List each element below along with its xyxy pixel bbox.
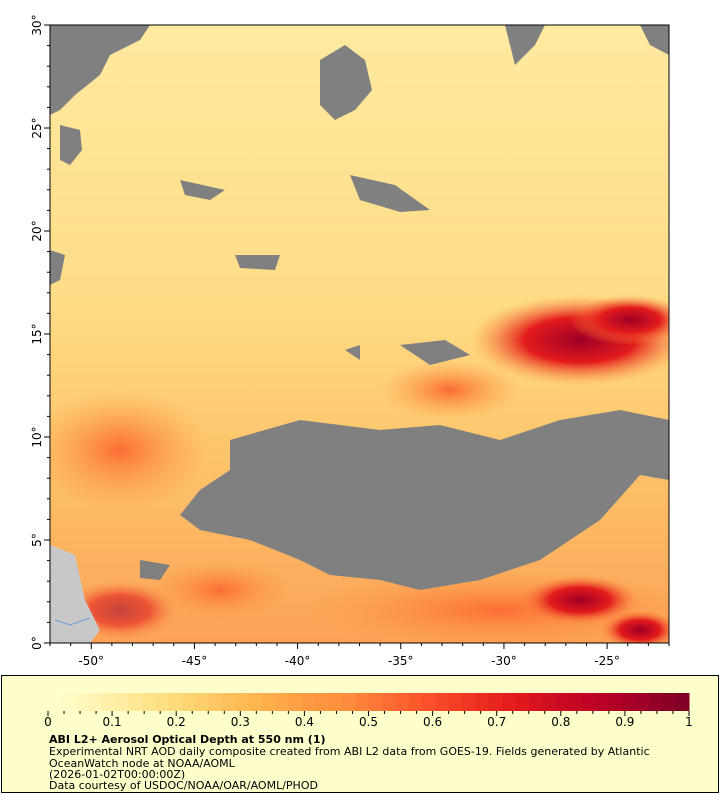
colorbar-swatch bbox=[475, 693, 490, 711]
legend-credit: Data courtesy of USDOC/NOAA/OAR/AOML/PHO… bbox=[49, 779, 318, 792]
colorbar-swatch bbox=[502, 693, 516, 711]
colorbar-tick-label: 0.6 bbox=[423, 715, 442, 729]
colorbar-tick-label: 0.2 bbox=[167, 715, 186, 729]
lat-tick-label: 30° bbox=[30, 14, 44, 35]
colorbar-swatch bbox=[515, 693, 530, 711]
colorbar-swatch bbox=[635, 693, 650, 711]
colorbar-swatch bbox=[381, 693, 396, 711]
colorbar-swatch bbox=[194, 693, 209, 711]
colorbar-swatch bbox=[101, 693, 116, 711]
colorbar-swatch bbox=[328, 693, 343, 711]
aod-map: -50° -45° -40° -35° -30° -25° 0° 5° 10° 15° 20° 25°… bbox=[30, 14, 670, 668]
colorbar-swatch bbox=[74, 693, 89, 711]
legend-title: ABI L2+ Aerosol Optical Depth at 550 nm … bbox=[49, 733, 326, 746]
colorbar-tick-label: 0.3 bbox=[231, 715, 250, 729]
lon-tick-label: -25° bbox=[594, 654, 620, 668]
colorbar-swatch bbox=[542, 693, 556, 711]
colorbar-swatch bbox=[622, 693, 637, 711]
lat-tick-label: 15° bbox=[30, 323, 44, 344]
colorbar-tick-label: 0.7 bbox=[487, 715, 506, 729]
colorbar-swatch bbox=[582, 693, 597, 711]
river bbox=[54, 617, 91, 626]
colorbar-swatch bbox=[341, 693, 356, 711]
colorbar-swatch bbox=[141, 693, 156, 711]
lat-tick-label: 25° bbox=[30, 117, 44, 138]
colorbar-tick-label: 0.4 bbox=[295, 715, 314, 729]
colorbar-swatch bbox=[488, 693, 503, 711]
colorbar-swatch bbox=[568, 693, 583, 711]
colorbar-swatch bbox=[421, 693, 436, 711]
colorbar-tick-label: 0.1 bbox=[103, 715, 122, 729]
colorbar-swatch bbox=[595, 693, 610, 711]
colorbar: 0 0.1 0.2 0.3 0.4 0.5 0.6 0.7 0.8 0.9 1 bbox=[44, 693, 693, 729]
lon-tick-label: -50° bbox=[78, 654, 104, 668]
colorbar-swatch bbox=[648, 693, 663, 711]
colorbar-tick-label: 1 bbox=[685, 715, 693, 729]
colorbar-swatch bbox=[128, 693, 142, 711]
colorbar-swatch bbox=[395, 693, 410, 711]
colorbar-swatch bbox=[408, 693, 423, 711]
colorbar-swatch bbox=[662, 693, 677, 711]
colorbar-swatch bbox=[261, 693, 276, 711]
colorbar-swatch bbox=[355, 693, 369, 711]
colorbar-swatch bbox=[275, 693, 289, 711]
colorbar-swatch bbox=[154, 693, 169, 711]
colorbar-swatch bbox=[555, 693, 570, 711]
colorbar-swatch bbox=[315, 693, 329, 711]
colorbar-swatch bbox=[435, 693, 450, 711]
map-raster bbox=[50, 25, 669, 643]
lat-tick-label: 0° bbox=[30, 636, 44, 650]
legend-panel: 0 0.1 0.2 0.3 0.4 0.5 0.6 0.7 0.8 0.9 1 ABI L2+ Ae… bbox=[1, 675, 719, 793]
colorbar-swatch bbox=[221, 693, 236, 711]
colorbar-swatch bbox=[88, 693, 102, 711]
colorbar-swatch bbox=[61, 693, 76, 711]
lon-tick-label: -40° bbox=[285, 654, 311, 668]
colorbar-swatch bbox=[368, 693, 383, 711]
lat-tick-label: 20° bbox=[30, 220, 44, 241]
colorbar-swatch bbox=[608, 693, 623, 711]
colorbar-swatch bbox=[528, 693, 543, 711]
colorbar-swatch bbox=[208, 693, 223, 711]
lat-tick-label: 5° bbox=[30, 533, 44, 547]
colorbar-tick-label: 0.5 bbox=[359, 715, 378, 729]
colorbar-swatch bbox=[114, 693, 129, 711]
lon-tick-label: -30° bbox=[491, 654, 517, 668]
colorbar-tick-label: 0.9 bbox=[615, 715, 634, 729]
legend-date: (2026-01-02T00:00:00Z) bbox=[49, 768, 186, 781]
lat-tick-label: 10° bbox=[30, 426, 44, 447]
colorbar-swatch bbox=[234, 693, 249, 711]
no-data-regions bbox=[50, 25, 669, 590]
legend-description: Experimental NRT AOD daily composite cre… bbox=[49, 745, 650, 770]
lon-tick-label: -35° bbox=[388, 654, 414, 668]
colorbar-swatch bbox=[168, 693, 183, 711]
colorbar-tick-label: 0 bbox=[44, 715, 52, 729]
colorbar-tick-label: 0.8 bbox=[551, 715, 570, 729]
map-axes: -50° -45° -40° -35° -30° -25° 0° 5° 10° 15° 20° 25°… bbox=[30, 14, 670, 668]
colorbar-swatch bbox=[675, 693, 690, 711]
colorbar-swatch bbox=[181, 693, 196, 711]
colorbar-swatch bbox=[288, 693, 303, 711]
colorbar-swatch bbox=[48, 693, 62, 711]
lon-tick-label: -45° bbox=[182, 654, 208, 668]
colorbar-swatch bbox=[461, 693, 476, 711]
colorbar-swatch bbox=[448, 693, 463, 711]
colorbar-swatch bbox=[301, 693, 316, 711]
colorbar-swatch bbox=[248, 693, 263, 711]
